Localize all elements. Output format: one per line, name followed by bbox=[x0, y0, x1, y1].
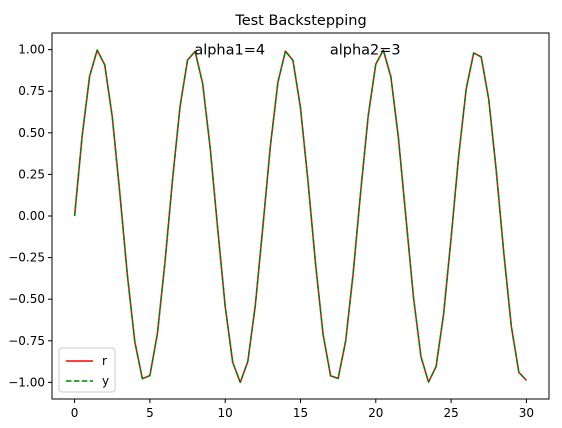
x-tick-label: 20 bbox=[368, 406, 383, 420]
legend-label-r: r bbox=[102, 354, 107, 368]
annotation-text: alpha1=4 bbox=[194, 43, 265, 59]
legend-box bbox=[58, 347, 116, 393]
y-tick-label: 0.50 bbox=[18, 126, 45, 140]
x-tick-label: 30 bbox=[519, 406, 534, 420]
y-tick-label: −0.50 bbox=[8, 292, 45, 306]
y-tick-label: 0.25 bbox=[18, 167, 45, 181]
chart-title: Test Backstepping bbox=[234, 13, 366, 29]
series-layer bbox=[73, 49, 527, 384]
y-tick-label: −1.00 bbox=[8, 375, 45, 389]
x-tick-label: 5 bbox=[146, 406, 154, 420]
x-tick-label: 25 bbox=[443, 406, 458, 420]
y-tick-label: −0.25 bbox=[8, 251, 45, 265]
y-tick-label: 1.00 bbox=[18, 43, 45, 57]
legend-label-y: y bbox=[102, 374, 109, 388]
x-tick-label: 15 bbox=[293, 406, 308, 420]
annotation-text: alpha2=3 bbox=[330, 43, 401, 59]
y-axis: −1.00 −0.75 −0.50 −0.25 0.00 0.25 0.50 0.75 1.00 bbox=[8, 43, 52, 389]
x-axis: 0 5 10 15 20 25 30 bbox=[71, 399, 534, 420]
series-line-y bbox=[73, 49, 527, 384]
x-tick-label: 10 bbox=[218, 406, 233, 420]
y-tick-label: 0.00 bbox=[18, 209, 45, 223]
plot-area bbox=[52, 33, 549, 399]
y-tick-label: −0.75 bbox=[8, 334, 45, 348]
x-tick-label: 0 bbox=[71, 406, 79, 420]
y-tick-label: 0.75 bbox=[18, 84, 45, 98]
legend: ry bbox=[58, 347, 116, 393]
annotations: alpha1=4 alpha2=3 bbox=[194, 43, 400, 59]
